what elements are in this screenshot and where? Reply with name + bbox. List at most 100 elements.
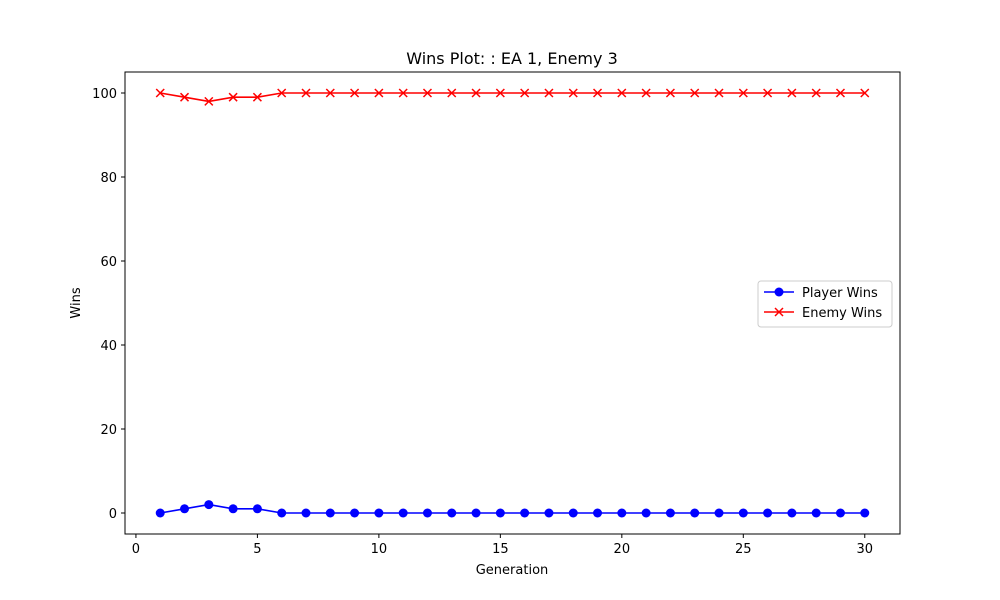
marker-stroke	[301, 88, 311, 98]
axis-ticks: 0 5 10 15 20 25 30 0 20 40 60 80 100	[92, 87, 873, 557]
y-tick-label: 60	[100, 255, 117, 270]
x-tick-label: 0	[132, 542, 140, 557]
player-wins-point	[180, 504, 190, 514]
marker-stroke	[325, 88, 335, 98]
marker-stroke	[774, 307, 784, 317]
marker-stroke	[714, 88, 724, 98]
marker-stroke	[252, 92, 262, 102]
marker-stroke	[593, 88, 603, 98]
player-wins-point	[617, 508, 627, 518]
enemy-wins-point	[374, 88, 384, 98]
marker-stroke	[520, 88, 530, 98]
enemy-wins-point	[520, 88, 530, 98]
player-wins-point	[447, 508, 457, 518]
marker-stroke	[641, 88, 651, 98]
player-wins-point	[155, 508, 165, 518]
marker-stroke	[811, 88, 821, 98]
player-wins-point	[665, 508, 675, 518]
player-wins-point	[787, 508, 797, 518]
marker-stroke	[738, 88, 748, 98]
y-axis-title: Wins	[69, 287, 84, 318]
y-tick-label: 80	[100, 171, 117, 186]
player-wins-point	[374, 508, 384, 518]
marker-stroke	[471, 88, 481, 98]
marker-stroke	[422, 88, 432, 98]
player-wins-point	[520, 508, 530, 518]
enemy-wins-point	[714, 88, 724, 98]
x-tick-label: 20	[614, 542, 631, 557]
enemy-wins-point	[738, 88, 748, 98]
player-wins-point	[301, 508, 311, 518]
marker-stroke	[690, 88, 700, 98]
enemy-wins-point	[204, 96, 214, 106]
enemy-wins-point	[447, 88, 457, 98]
marker-stroke	[228, 92, 238, 102]
enemy-wins-point	[860, 88, 870, 98]
player-wins-point	[422, 508, 432, 518]
player-wins-point	[325, 508, 335, 518]
marker-stroke	[787, 88, 797, 98]
enemy-wins-point	[495, 88, 505, 98]
marker-stroke	[350, 88, 360, 98]
player-wins-point	[228, 504, 238, 514]
enemy-wins-point	[593, 88, 603, 98]
marker-stroke	[398, 88, 408, 98]
y-tick-label: 100	[92, 87, 117, 102]
player-wins-point	[495, 508, 505, 518]
legend-player-wins-marker	[774, 287, 784, 297]
enemy-wins-point	[155, 88, 165, 98]
legend-enemy-wins-marker	[774, 307, 784, 317]
legend-enemy-wins-label: Enemy Wins	[802, 306, 882, 321]
enemy-wins-point	[617, 88, 627, 98]
player-wins-point	[252, 504, 262, 514]
marker-stroke	[447, 88, 457, 98]
legend: Player Wins Enemy Wins	[757, 280, 893, 328]
player-wins-point	[641, 508, 651, 518]
x-tick-label: 30	[856, 542, 873, 557]
enemy-wins-point	[471, 88, 481, 98]
marker-stroke	[155, 88, 165, 98]
enemy-wins-point	[568, 88, 578, 98]
player-wins-point	[471, 508, 481, 518]
player-wins-line	[160, 503, 865, 514]
enemy-wins-point	[690, 88, 700, 98]
player-wins-point	[204, 500, 214, 510]
player-wins-point	[593, 508, 603, 518]
enemy-wins-point	[763, 88, 773, 98]
marker-stroke	[860, 88, 870, 98]
enemy-wins-point	[301, 88, 311, 98]
enemy-wins-point	[422, 88, 432, 98]
legend-player-wins-label: Player Wins	[802, 286, 878, 301]
player-wins-point	[398, 508, 408, 518]
enemy-wins-point	[811, 88, 821, 98]
enemy-wins-point	[277, 88, 287, 98]
marker-stroke	[835, 88, 846, 98]
marker-stroke	[374, 88, 384, 98]
x-tick-label: 25	[735, 542, 752, 557]
y-tick-label: 20	[100, 423, 117, 438]
enemy-wins-point	[665, 88, 675, 98]
enemy-wins-point	[544, 88, 554, 98]
marker-stroke	[495, 88, 505, 98]
player-wins-point	[277, 508, 287, 518]
enemy-wins-point	[641, 88, 651, 98]
enemy-wins-point	[179, 92, 190, 102]
player-wins-point	[811, 508, 821, 518]
marker-stroke	[204, 96, 214, 106]
enemy-wins-point	[398, 88, 408, 98]
x-axis-title: Generation	[476, 563, 549, 578]
marker-stroke	[665, 88, 675, 98]
x-tick-label: 15	[492, 542, 509, 557]
marker-stroke	[568, 88, 578, 98]
player-wins-point	[763, 508, 773, 518]
enemy-wins-point	[228, 92, 238, 102]
enemy-wins-point	[252, 92, 262, 102]
player-wins-point	[738, 508, 748, 518]
player-wins-point	[690, 508, 700, 518]
marker-stroke	[544, 88, 554, 98]
enemy-wins-line	[160, 92, 865, 103]
marker-stroke	[763, 88, 773, 98]
enemy-wins-point	[835, 88, 846, 98]
player-wins-point	[544, 508, 554, 518]
